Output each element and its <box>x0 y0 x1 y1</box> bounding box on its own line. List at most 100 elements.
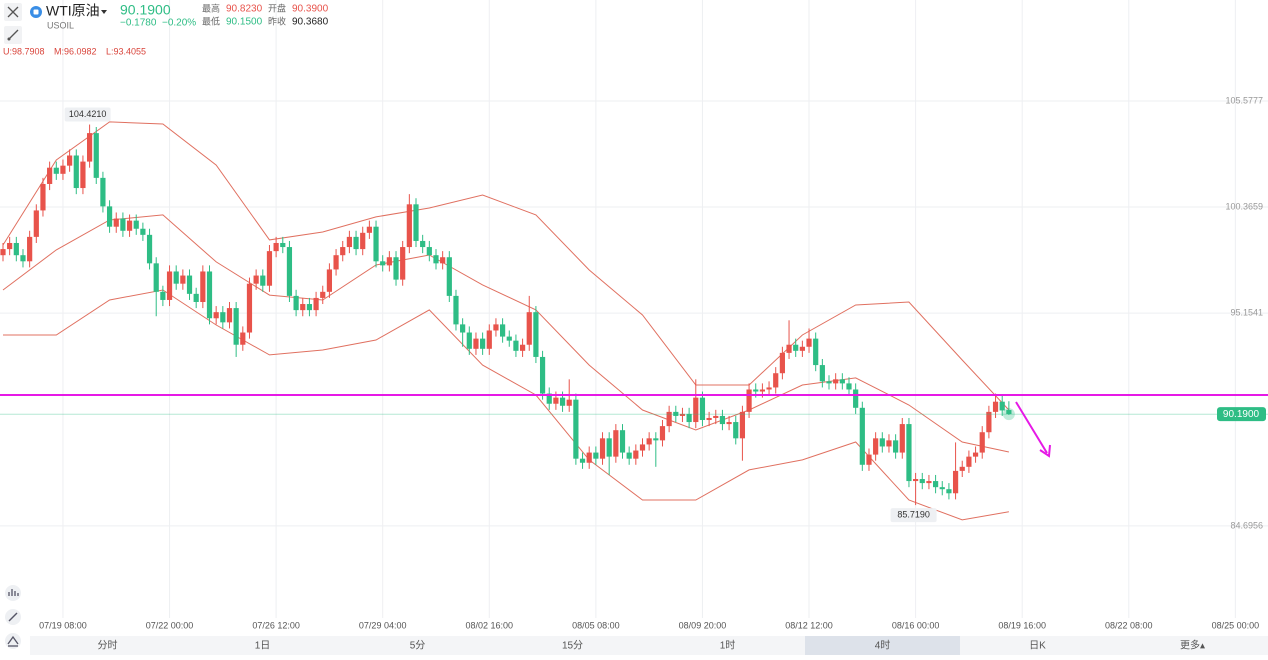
symbol-name[interactable]: WTI原油 <box>46 3 100 19</box>
candle-body <box>906 424 912 482</box>
candle-body <box>606 438 612 457</box>
candle-body <box>93 133 99 178</box>
candle-body <box>420 240 426 248</box>
candle-body <box>340 247 346 256</box>
candle-body <box>400 247 406 280</box>
tool-indicator[interactable] <box>5 585 21 601</box>
symbol-icon-inner <box>33 9 39 15</box>
candle-body <box>579 458 586 463</box>
candle-body <box>120 218 126 231</box>
candle-body <box>146 234 153 264</box>
candle-body <box>773 373 779 388</box>
x-tick-label: 08/09 20:00 <box>679 620 727 630</box>
candle-body <box>500 324 506 337</box>
y-tick-label: 84.6956 <box>1230 520 1263 530</box>
candle-body <box>393 257 399 280</box>
candle-body <box>200 271 206 302</box>
trend-arrow <box>1015 401 1048 454</box>
candle-body <box>959 466 965 471</box>
candle-body <box>293 295 299 311</box>
x-tick-label: 08/25 00:00 <box>1212 620 1260 630</box>
candle-body <box>306 304 313 311</box>
candle-body <box>426 247 432 256</box>
tab[interactable]: 日K <box>1029 641 1046 652</box>
candle-body <box>0 249 6 256</box>
candle-body <box>20 255 26 262</box>
candle-body <box>739 411 746 439</box>
candle-body <box>266 251 273 286</box>
candle-body <box>33 210 39 237</box>
x-tick-label: 07/19 08:00 <box>39 620 87 630</box>
candle-body <box>546 393 552 404</box>
candle-body <box>566 399 572 406</box>
candle-body <box>253 275 259 284</box>
change: −0.1780 <box>120 18 157 29</box>
candle-body <box>853 389 859 408</box>
candle-body <box>326 269 333 292</box>
tab[interactable]: 5分 <box>410 640 426 652</box>
tool-shape[interactable] <box>5 633 21 649</box>
candle-body <box>206 271 213 319</box>
candle-body <box>886 440 892 447</box>
candle-body <box>133 220 139 229</box>
x-tick-label: 08/05 08:00 <box>572 620 620 630</box>
candle-body <box>493 324 499 331</box>
candle-body <box>280 242 286 248</box>
candle-body <box>893 440 899 453</box>
candle-body <box>813 338 819 366</box>
stat-value: 90.1500 <box>226 17 263 28</box>
candle-body <box>666 411 672 427</box>
x-tick-label: 08/19 16:00 <box>998 620 1046 630</box>
candle-body <box>346 236 352 248</box>
stat-label: 开盘 <box>268 2 286 13</box>
candle-body <box>819 365 825 382</box>
x-tick-label: 07/26 12:00 <box>252 620 300 630</box>
candle-body <box>746 389 752 412</box>
candle-body <box>286 247 293 296</box>
candle-body <box>453 295 459 325</box>
tab-bar <box>30 636 1268 655</box>
candle-body <box>260 275 266 286</box>
candle-body <box>753 389 759 392</box>
candle-body <box>53 167 59 174</box>
candle-body <box>706 417 712 421</box>
candle-body <box>879 438 885 447</box>
tab[interactable]: 4时 <box>875 640 891 652</box>
stat-label: 最低 <box>202 15 220 26</box>
candle-body <box>166 271 173 300</box>
candle-body <box>406 204 412 248</box>
x-tick-label: 08/16 00:00 <box>892 620 940 630</box>
dropdown-arrow[interactable] <box>101 10 107 14</box>
candle-body <box>180 275 186 284</box>
candle-body <box>646 438 652 445</box>
tab[interactable]: 1日 <box>255 641 271 652</box>
candle-body <box>979 432 985 453</box>
candle-body <box>213 312 219 319</box>
candle-body <box>86 133 93 162</box>
symbol-code: USOIL <box>47 20 74 30</box>
tab[interactable]: 更多▴ <box>1180 639 1205 652</box>
candle-body <box>679 413 686 416</box>
toolbar-close[interactable] <box>4 3 22 21</box>
tool-pen[interactable] <box>5 609 21 625</box>
toolbar-draw[interactable] <box>4 26 22 44</box>
candle-body <box>952 470 959 494</box>
candle-body <box>73 155 79 189</box>
band-line <box>2 121 1010 411</box>
annotation-label: 85.7190 <box>897 509 930 519</box>
candle-body <box>613 430 619 457</box>
tab[interactable]: 15分 <box>562 640 583 652</box>
candle-body <box>533 312 539 357</box>
candle-body <box>653 438 659 441</box>
candle-body <box>246 283 253 333</box>
candle-body <box>526 312 532 345</box>
candle-body <box>446 257 452 296</box>
candle-body <box>779 352 785 374</box>
candle-body <box>553 397 559 404</box>
candle-body <box>659 426 666 441</box>
candle-body <box>140 228 146 235</box>
tab[interactable]: 分时 <box>98 640 118 652</box>
tab[interactable]: 1时 <box>720 640 736 652</box>
